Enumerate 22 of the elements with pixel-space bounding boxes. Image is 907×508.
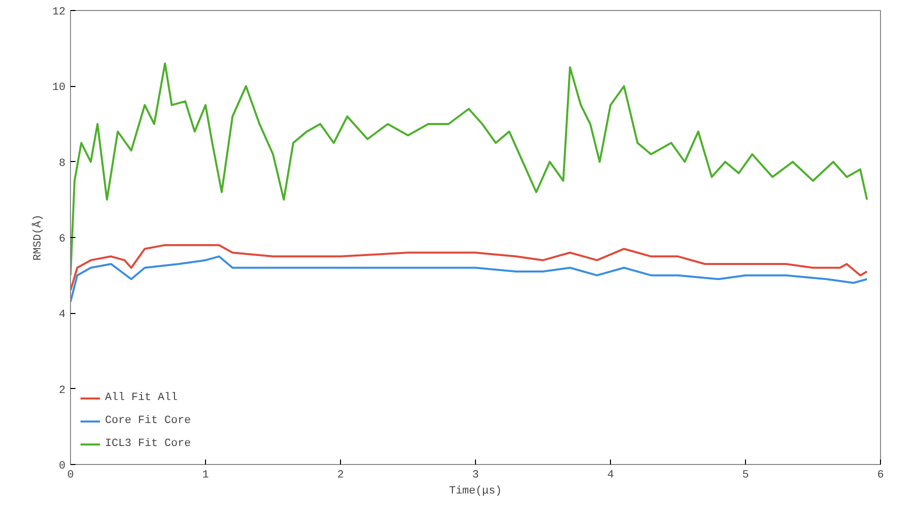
line-series	[70, 255, 868, 303]
x-tick-label: 0	[67, 470, 74, 482]
line-series	[70, 62, 868, 276]
y-tick-label: 0	[58, 460, 66, 472]
x-tick-label: 3	[472, 470, 479, 482]
x-tick-label: 6	[877, 470, 884, 482]
x-tick-label: 5	[742, 470, 749, 482]
y-tick-label: 2	[58, 384, 66, 397]
x-axis-title: Time(μs)	[449, 486, 502, 498]
legend-label: Core Fit Core	[105, 415, 191, 427]
y-tick-label: 6	[58, 234, 66, 246]
legend-label: All Fit All	[105, 392, 178, 404]
y-tick-label: 8	[58, 158, 66, 170]
y-tick-label: 10	[52, 82, 66, 94]
y-tick-label: 4	[58, 309, 66, 322]
y-axis-title: RMSD(Å)	[31, 214, 44, 261]
line-series	[70, 244, 868, 292]
x-tick-label: 4	[607, 470, 614, 482]
x-tick-label: 2	[337, 470, 344, 482]
x-tick-label: 1	[202, 470, 210, 482]
legend-label: ICL3 Fit Core	[105, 438, 191, 450]
y-tick-label: 12	[52, 6, 66, 18]
